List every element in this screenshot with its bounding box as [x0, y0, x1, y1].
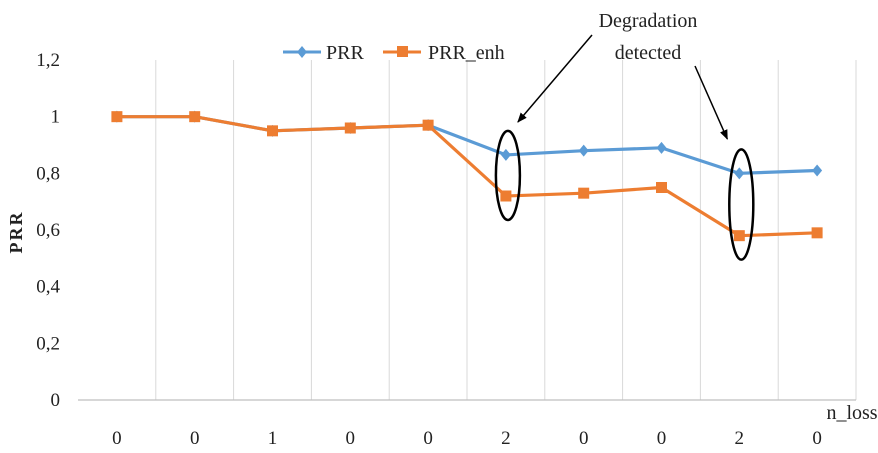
tick-labels: 0 0,2 0,4 0,6 0,8 1 1,2 0 0 1 0 0 2 0 0 2 0: [36, 50, 822, 449]
data-point-prr-enh: [111, 111, 123, 123]
legend-item-prr: PRR: [283, 42, 364, 64]
y-tick-label: 0,4: [36, 277, 60, 298]
y-axis-label: PRR: [6, 211, 26, 254]
x-tick-label: 0: [190, 428, 200, 449]
x-tick-label: 0: [657, 428, 667, 449]
y-tick-label: 0,6: [36, 220, 60, 241]
data-point-prr: [578, 144, 589, 157]
annotation-text-line2: detected: [615, 42, 682, 64]
y-tick-label: 1: [51, 107, 61, 128]
x-tick-label: 0: [579, 428, 589, 449]
x-tick-label: 1: [268, 428, 278, 449]
legend-marker-prr-enh: [397, 46, 408, 57]
x-tick-label: 2: [501, 428, 511, 449]
data-point-prr-enh: [733, 230, 745, 242]
degradation-annotation: Degradation detected: [494, 10, 755, 261]
data-point-prr-enh: [500, 190, 512, 202]
data-point-prr: [734, 167, 745, 180]
data-point-prr-enh: [267, 125, 278, 137]
data-point-prr-enh: [422, 119, 434, 131]
data-point-prr-enh: [189, 111, 201, 123]
highlight-ellipse: [494, 129, 522, 222]
x-tick-label: 0: [112, 428, 122, 449]
data-point-prr: [500, 148, 511, 161]
data-point-prr-enh: [811, 227, 823, 239]
series-line-prr-enh: [116, 115, 818, 238]
legend-marker-prr: [297, 46, 307, 58]
x-tick-label: 0: [812, 428, 822, 449]
data-point-prr-enh: [578, 187, 590, 199]
x-tick-label: 0: [423, 428, 433, 449]
legend-label-prr: PRR: [326, 42, 364, 64]
x-tick-label: 2: [735, 428, 745, 449]
annotation-text-line1: Degradation: [599, 10, 698, 32]
legend: PRR PRR_enh: [283, 42, 505, 64]
y-tick-label: 0,8: [36, 163, 60, 184]
data-series: [111, 110, 823, 242]
annotation-arrow: [517, 34, 593, 123]
highlight-ellipse: [728, 148, 755, 261]
data-point-prr: [812, 164, 823, 177]
annotation-arrow: [694, 65, 728, 140]
y-tick-label: 1,2: [36, 50, 60, 71]
annotation-shapes: [494, 34, 755, 261]
legend-item-prr-enh: PRR_enh: [383, 42, 505, 64]
x-axis-label: n_loss: [826, 402, 877, 424]
y-tick-label: 0: [51, 390, 61, 411]
x-tick-label: 0: [346, 428, 356, 449]
data-point-prr-enh: [344, 122, 356, 134]
data-point-prr: [656, 141, 667, 154]
data-point-prr-enh: [656, 182, 667, 193]
y-tick-label: 0,2: [36, 333, 60, 354]
legend-label-prr-enh: PRR_enh: [428, 42, 505, 64]
vertical-gridlines: [155, 60, 857, 400]
